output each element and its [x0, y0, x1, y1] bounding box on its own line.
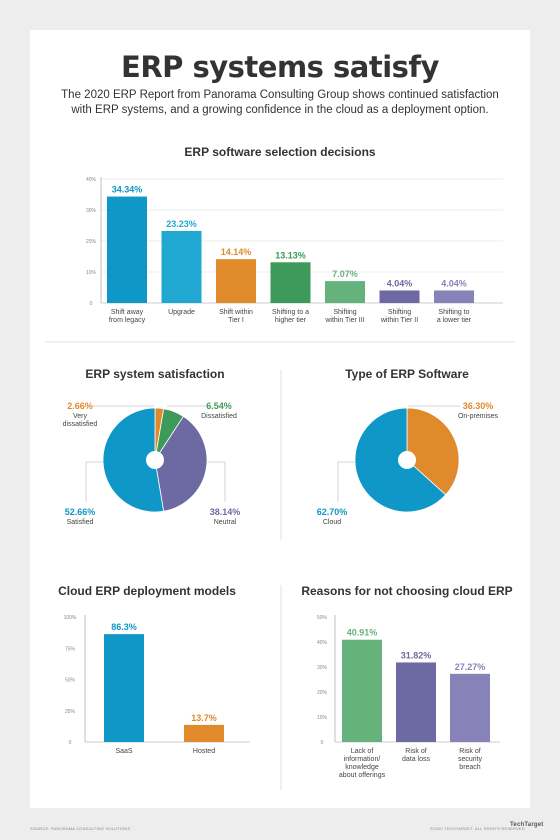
pie-slice: [406, 407, 460, 496]
y-tick-label: 50%: [317, 615, 328, 621]
category-label: Neutral: [214, 519, 237, 526]
data-label: 2.66%: [67, 401, 93, 411]
bar: [396, 662, 436, 742]
data-label: 13.7%: [191, 713, 217, 723]
category-label: Risk of data loss: [402, 748, 431, 763]
data-label: 27.27%: [455, 662, 486, 672]
category-label: Shifting within Tier II: [380, 309, 418, 324]
chart-title-selection: ERP software selection decisions: [184, 145, 376, 159]
chart-title-not-cloud: Reasons for not choosing cloud ERP: [301, 584, 512, 598]
bar: [216, 259, 256, 303]
y-tick-label: 50%: [65, 678, 76, 684]
pie-slice: [102, 407, 165, 513]
y-tick-label: 0: [69, 740, 72, 746]
bar: [379, 290, 420, 303]
data-label: 52.66%: [65, 507, 96, 517]
chart-title-deployment: Cloud ERP deployment models: [58, 584, 236, 598]
bar: [270, 262, 311, 303]
deployment-bar-chart: 0 25% 50% 75% 100% 86.3% SaaS 13.7% Hosted: [64, 615, 250, 755]
category-label: Shift within Tier I: [219, 309, 253, 324]
y-tick-label: 25%: [65, 709, 76, 715]
data-label: 6.54%: [206, 401, 232, 411]
copyright-note: ©2020 TECHTARGET. ALL RIGHTS RESERVED: [430, 826, 525, 831]
chart-title-satisfaction: ERP system satisfaction: [85, 367, 224, 381]
data-label: 36.30%: [463, 401, 494, 411]
pie-center-hole: [146, 451, 164, 469]
data-label: 34.34%: [112, 185, 143, 195]
category-label: Upgrade: [168, 309, 195, 316]
category-label: Satisfied: [67, 519, 94, 526]
y-tick-label: 0: [90, 301, 93, 307]
data-label: 13.13%: [275, 250, 306, 260]
y-tick-label: 10%: [86, 270, 97, 276]
y-tick-label: 20%: [317, 690, 328, 696]
bar: [434, 290, 474, 303]
bar: [161, 230, 202, 303]
techtarget-logo: TechTarget: [510, 822, 544, 828]
page-subtitle: The 2020 ERP Report from Panorama Consul…: [61, 89, 499, 116]
selection-bar-chart: 0 10% 20% 30% 40% 34.34% Shift away from legacy…: [86, 177, 503, 324]
data-label: 4.04%: [441, 278, 467, 288]
bar: [107, 196, 147, 303]
y-tick-label: 10%: [317, 715, 328, 721]
data-label: 38.14%: [210, 507, 241, 517]
source-note: SOURCE: PANORAMA CONSULTING SOLUTIONS: [30, 826, 131, 831]
y-tick-label: 40%: [86, 177, 97, 183]
category-label: Cloud: [323, 519, 341, 526]
bar: [104, 634, 144, 742]
software-type-pie-chart: 36.30% On-premises 62.70% Cloud: [317, 401, 499, 526]
category-label: Hosted: [193, 748, 215, 755]
category-label: Dissatisfied: [201, 413, 237, 420]
category-label: SaaS: [115, 748, 132, 755]
y-tick-label: 0: [321, 740, 324, 746]
category-label: Shifting to a higher tier: [272, 309, 309, 324]
pie-slice: [154, 415, 208, 512]
chart-title-software-type: Type of ERP Software: [345, 367, 469, 381]
data-label: 23.23%: [166, 219, 197, 229]
category-label: Shift away from legacy: [109, 309, 146, 324]
page-title: ERP systems satisfy: [121, 50, 439, 84]
data-label: 7.07%: [332, 269, 358, 279]
data-label: 40.91%: [347, 628, 378, 638]
y-tick-label: 75%: [65, 646, 76, 652]
bar: [184, 724, 224, 742]
bar: [450, 673, 490, 742]
category-label: Risk of security breach: [458, 748, 483, 771]
y-tick-label: 100%: [64, 615, 77, 621]
y-tick-label: 20%: [86, 239, 97, 245]
bar: [325, 281, 365, 303]
y-tick-label: 30%: [317, 665, 328, 671]
category-label: Lack of information/knowledge about offeri…: [339, 748, 386, 779]
data-label: 62.70%: [317, 507, 348, 517]
category-label: Shifting to a lower tier: [437, 309, 472, 324]
data-label: 31.82%: [401, 650, 432, 660]
pie-center-hole: [398, 451, 416, 469]
y-tick-label: 30%: [86, 208, 97, 214]
category-label: On-premises: [458, 413, 499, 420]
category-label: Shifting within Tier III: [324, 309, 364, 324]
category-label: Very dissatisfied: [63, 413, 98, 428]
data-label: 4.04%: [387, 278, 413, 288]
bar: [342, 639, 382, 742]
satisfaction-pie-chart: 2.66% Very dissatisfied 6.54% Dissatisfied 38…: [63, 401, 241, 526]
y-tick-label: 40%: [317, 640, 328, 646]
data-label: 14.14%: [221, 247, 252, 257]
not-cloud-bar-chart: 0 10% 20% 30% 40% 50% 40.91% Lack of information…: [317, 615, 500, 779]
data-label: 86.3%: [111, 622, 137, 632]
